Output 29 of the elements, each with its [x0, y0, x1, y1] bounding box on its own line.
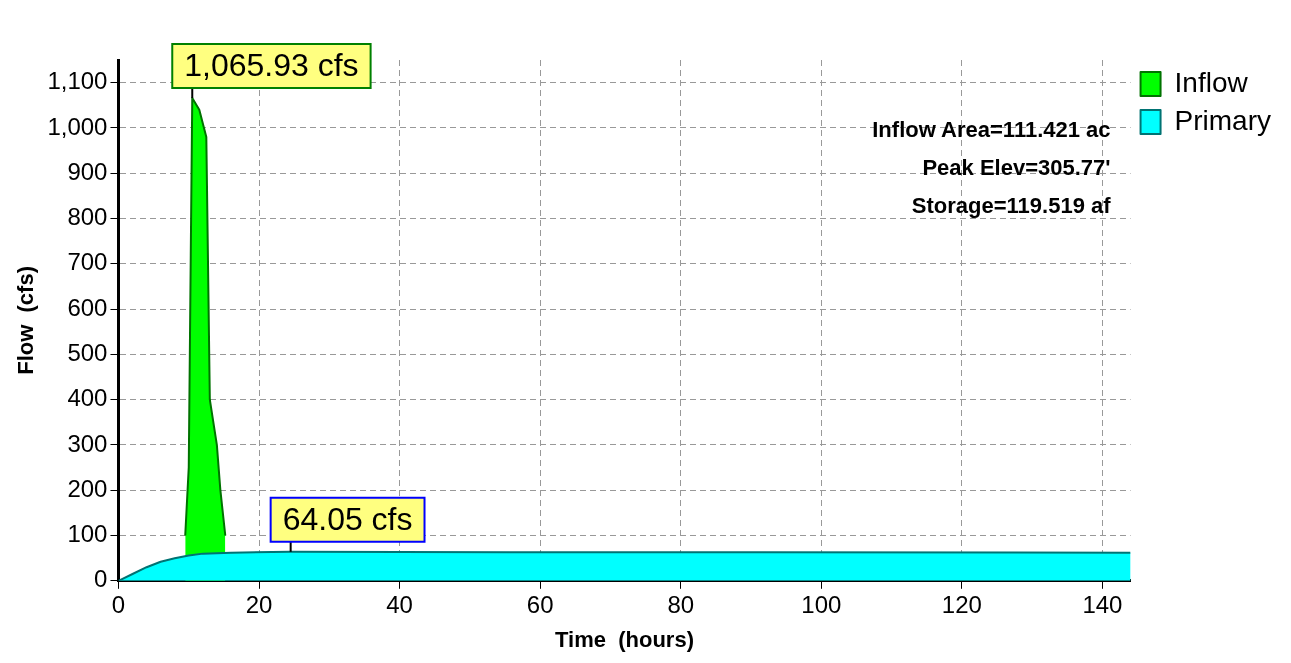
x-axis-title: Time (hours): [555, 626, 694, 652]
y-tick-label: 500: [67, 338, 108, 366]
x-tick-label: 20: [245, 590, 273, 618]
x-tick-label: 140: [1082, 590, 1123, 618]
x-tick-label: 40: [386, 590, 413, 618]
y-tick-label: 600: [67, 293, 108, 321]
annotation: Peak Elev=305.77': [922, 155, 1111, 181]
x-tick-label: 100: [801, 590, 842, 618]
y-tick-label: 1,000: [47, 112, 108, 140]
annotation: Inflow Area=111.421 ac: [872, 117, 1111, 143]
annotation: 64.05 cfs: [282, 500, 413, 537]
annotation: Storage=119.519 af: [911, 193, 1112, 219]
x-tick-label: 120: [941, 590, 982, 618]
y-tick-label: 1,100: [47, 67, 108, 95]
x-tick-label: 60: [526, 590, 554, 618]
y-tick-label: 800: [67, 203, 108, 231]
y-tick-label: 0: [94, 565, 108, 593]
y-tick-label: 900: [67, 157, 108, 185]
y-tick-label: 700: [67, 248, 108, 276]
x-tick-label: 80: [667, 590, 695, 618]
annotation: 1,065.93 cfs: [184, 46, 359, 83]
y-tick-label: 300: [67, 429, 108, 457]
legend-label: Inflow: [1174, 66, 1249, 98]
legend-label: Primary: [1174, 104, 1272, 136]
y-tick-label: 100: [67, 520, 108, 548]
x-tick-label: 0: [111, 590, 126, 618]
y-tick-label: 400: [67, 384, 108, 412]
y-axis-title: Flow (cfs): [13, 266, 39, 375]
y-tick-label: 200: [67, 474, 108, 502]
